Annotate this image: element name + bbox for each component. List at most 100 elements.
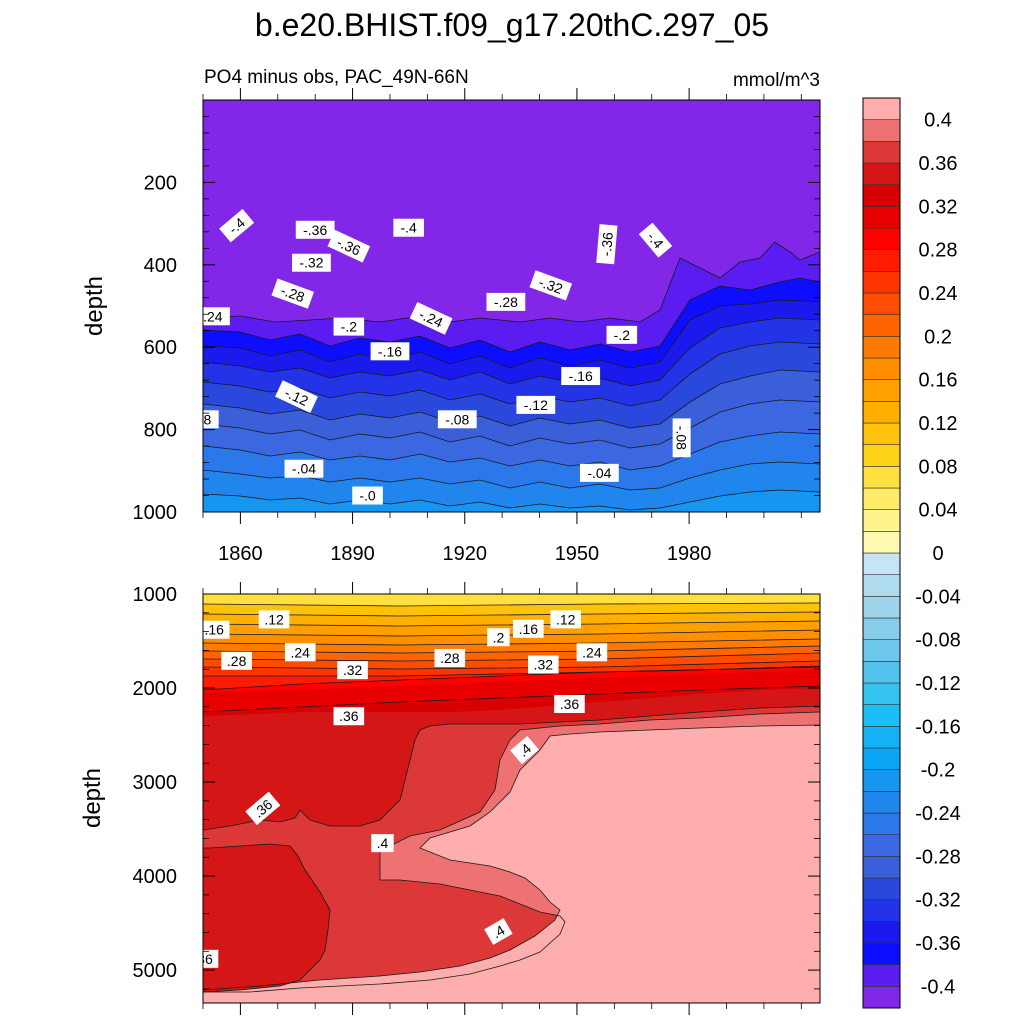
lower-contour-label-text: .32 [534,657,554,673]
colorbar-tick-label: -0.04 [915,586,961,608]
upper-contour-label: -.36 [295,220,335,239]
lower-axes: 1000 2000 3000 4000 5000 [133,582,820,1015]
lower-contour-label-box [487,628,510,647]
upper-contour-label: -.36 [596,224,618,265]
upper-contour-label: -.12 [516,395,556,414]
lower-contour-fill: .16 .12 .28 .24 .32 .28 .2 .16 .12 .32 .24 .36 .36 .4… [193,594,820,1003]
lower-contour-label: .4 [371,834,394,853]
lower-contour-label-box [510,735,539,765]
upper-contour-label-text: -.36 [598,231,616,257]
contour-line-lower-p36 [203,705,820,831]
lower-ytick-label: 5000 [133,960,178,982]
colorbar-swatch [862,401,901,424]
upper-contour-label: -.08 [672,418,691,458]
colorbar-swatch [862,964,901,987]
upper-contour-label-box [638,222,673,258]
colorbar-swatch [862,292,901,315]
lower-contour-label-box [258,610,290,629]
colorbar-swatch [862,747,901,770]
upper-contour-label: -.08 [187,410,219,429]
colorbar: 0.4 0.36 0.32 0.28 0.24 0.2 0.16 0.12 0.08 0.04 0 -… [862,97,961,1009]
upper-contour-label-box [333,317,365,336]
upper-contour-label-box [219,208,255,243]
upper-xtick-label: 1890 [330,543,375,565]
lower-contour-label-box [245,791,281,826]
colorbar-tick-label: -0.16 [915,716,961,738]
upper-contour-label-text: -.24 [198,308,222,324]
lower-contour-label: .36 [554,695,585,714]
lower-contour-lines [203,602,820,993]
colorbar-frame [862,97,901,1009]
colorbar-swatch [862,184,901,207]
contour-line-upper-m22 [203,489,820,511]
lower-contour-label-box [221,651,252,670]
colorbar-swatch [862,444,901,467]
upper-contour-label-text: -.32 [299,255,323,271]
upper-frame [202,99,821,513]
lower-contour-label: .32 [337,661,368,680]
lower-contour-label-box [284,643,316,662]
colorbar-swatch [862,856,901,879]
upper-contour-label-text: -.04 [292,461,316,477]
upper-contour-label-box [561,367,601,386]
lower-contour-label-text: .36 [193,951,213,967]
lower-contour-label-box [513,619,544,638]
colorbar-swatch [862,379,901,402]
lower-contour-label-box [371,834,394,853]
contour-line-lower-p24 [203,660,820,670]
upper-contour-label-text: -.08 [445,411,469,427]
lower-contour-label-text: .16 [204,622,224,638]
lower-ytick-label: 1000 [133,584,178,606]
colorbar-swatch [862,986,901,1009]
band-lower-p36-inner [203,844,330,992]
lower-contour-label-box [203,949,219,968]
upper-subtitle-left: PO4 minus obs, PAC_49N-66N [204,67,469,88]
lower-contour-label-text: .32 [343,662,363,678]
upper-contour-label-box [672,418,691,458]
colorbar-swatch [862,899,901,922]
colorbar-tick-label: -0.24 [915,803,961,825]
colorbar-swatch [862,877,901,900]
colorbar-swatch [862,119,901,142]
upper-contour-label-box [596,224,618,265]
colorbar-tick-label: 0 [932,543,943,565]
band-upper-m22 [203,490,820,512]
colorbar-swatch [862,791,901,814]
colorbar-swatch [862,141,901,164]
colorbar-tick-label: -0.36 [915,933,961,955]
upper-contour-label: -.2 [333,317,365,336]
lower-contour-label-text: .24 [290,644,310,660]
colorbar-swatch [862,617,901,640]
colorbar-tick-label: 0.12 [919,413,958,435]
colorbar-swatch [862,921,901,944]
contour-line-lower-p14 [203,620,820,627]
colorbar-tick-label: 0.08 [919,456,958,478]
lower-frame [202,593,821,1004]
colorbar-swatch [862,227,901,250]
upper-contour-label-text: -.12 [524,397,548,413]
colorbar-tick-label: -0.12 [915,673,961,695]
colorbar-swatch [862,271,901,294]
upper-contour-label-text: -.04 [587,465,611,481]
colorbar-swatch [862,357,901,380]
colorbar-tick-label: -0.08 [915,630,961,652]
colorbar-tick-label: 0.4 [924,110,952,132]
upper-contour-label: -.2 [606,325,638,344]
upper-contour-label-box [393,218,424,237]
lower-contour-label: .2 [487,628,510,647]
upper-ylabel: depth [81,276,108,336]
upper-contour-label: -.12 [275,380,318,413]
upper-subtitle-right: mmol/m^3 [733,70,820,91]
lower-contour-label: .4 [484,918,513,945]
upper-contour-label-box [370,342,410,361]
upper-contour-label-text: -.08 [674,426,690,450]
colorbar-tick-label: 0.24 [919,283,958,305]
colorbar-swatch [862,531,901,554]
lower-contour-label-box [337,661,368,680]
upper-contour-label: -.4 [638,222,673,258]
colorbar-swatch [862,97,901,120]
upper-contour-label-text: -.08 [187,411,211,427]
upper-contour-label: -.28 [271,278,315,309]
lower-contour-label-text: .4 [377,835,389,851]
upper-contour-fill: -.4 -.36 -.4-.36-.32-.28-.24 -.24-.28-.32-.… [187,100,820,512]
